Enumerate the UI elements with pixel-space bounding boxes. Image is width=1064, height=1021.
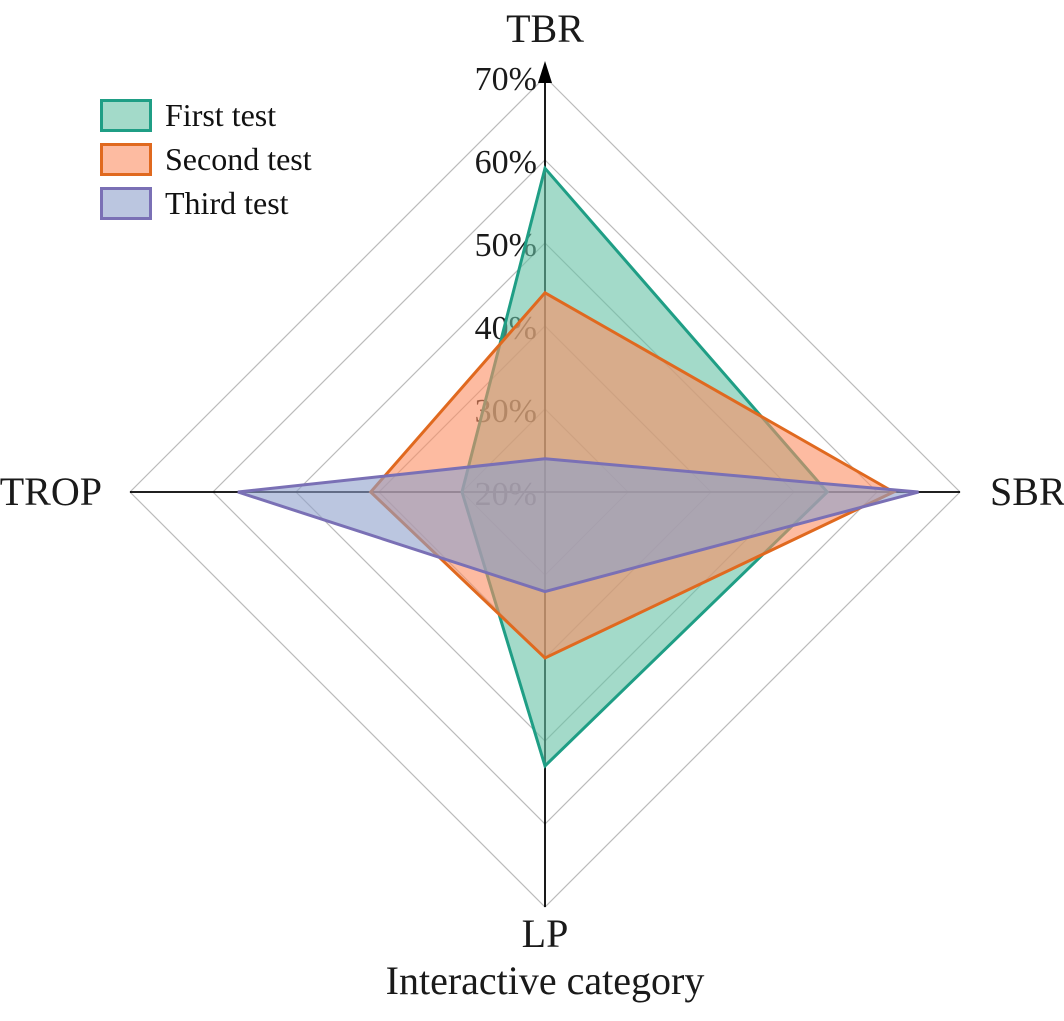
legend-label-third-test: Third test [165, 185, 289, 221]
axis-label-sbr: SBR [990, 469, 1064, 514]
series-polygon-third-test [237, 457, 919, 594]
legend: First test Second test Third test [100, 97, 312, 222]
legend-swatch-second-test [100, 143, 152, 176]
axis-label-lp: LP [522, 911, 569, 956]
radial-tick-label-70: 70% [475, 61, 537, 98]
vertical-axis-arrow-icon [538, 61, 552, 83]
legend-swatch-third-test [100, 187, 152, 220]
axis-label-tbr: TBR [506, 6, 584, 51]
axis-title: Interactive category [386, 958, 705, 1003]
legend-swatch-first-test [100, 99, 152, 132]
radial-tick-label-60: 60% [475, 144, 537, 181]
legend-item-first-test: First test [100, 97, 312, 134]
legend-item-second-test: Second test [100, 141, 312, 178]
axis-label-trop: TROP [0, 469, 102, 514]
legend-item-third-test: Third test [100, 185, 312, 222]
legend-label-first-test: First test [165, 97, 277, 133]
legend-label-second-test: Second test [165, 141, 312, 177]
